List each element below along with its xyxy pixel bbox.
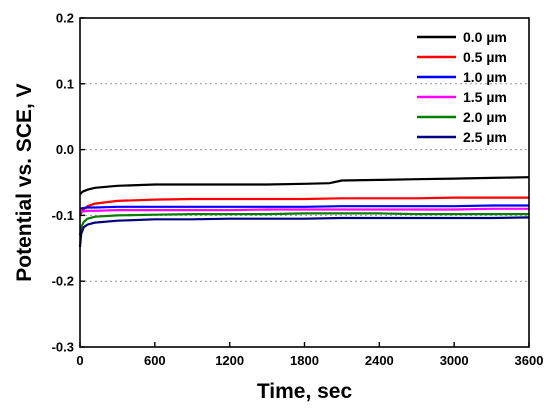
x-tick-label: 1200	[215, 353, 244, 368]
x-tick-label: 0	[76, 353, 83, 368]
x-axis-title: Time, sec	[257, 380, 353, 403]
legend-label-3: 1.5 µm	[463, 89, 507, 105]
y-tick-label: -0.1	[52, 208, 74, 223]
legend-label-1: 0.5 µm	[463, 49, 507, 65]
series-layer	[78, 176, 530, 248]
y-tick-label: -0.3	[52, 340, 74, 355]
series-line-1	[79, 196, 529, 216]
y-tick-label: 0.1	[56, 76, 74, 91]
y-tick-label: 0.0	[56, 142, 74, 157]
series-line-5	[78, 216, 530, 248]
series-line-3	[79, 207, 529, 214]
legend-label-0: 0.0 µm	[463, 29, 507, 45]
x-tick-label: 2400	[365, 353, 394, 368]
series-line-4	[78, 212, 529, 236]
series-line-2	[79, 204, 529, 210]
legend-label-5: 2.5 µm	[463, 129, 507, 145]
y-tick-label: 0.2	[56, 11, 74, 26]
axis-ticks: 0 600 1200 1800 2400 3000 3600 -0.3 -0.2 -0.1 0.0 0…	[52, 11, 544, 369]
x-tick-label: 3600	[515, 353, 544, 368]
legend: 0.0 µm 0.5 µm 1.0 µm 1.5 µm 2.0 µm 2.5 µm	[417, 29, 507, 145]
y-axis-title: Potential vs. SCE, V	[13, 83, 36, 281]
y-tick-label: -0.2	[52, 274, 74, 289]
legend-label-2: 1.0 µm	[463, 69, 507, 85]
x-tick-label: 1800	[290, 353, 319, 368]
x-tick-label: 3000	[440, 353, 469, 368]
legend-label-4: 2.0 µm	[463, 109, 507, 125]
series-line-0	[79, 176, 530, 196]
x-tick-label: 600	[144, 353, 166, 368]
